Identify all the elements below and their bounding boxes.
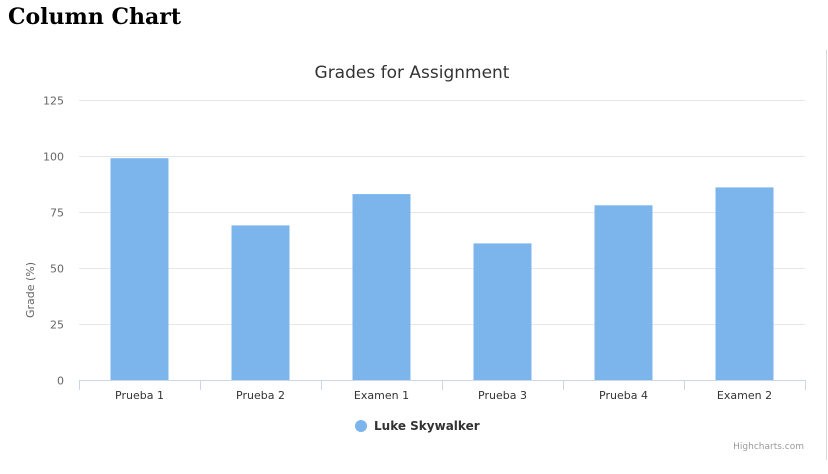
y-tick-label: 25: [50, 319, 64, 332]
legend-symbol: [355, 420, 367, 432]
chart-title: Grades for Assignment: [315, 63, 510, 83]
x-tick-label: Prueba 2: [236, 389, 285, 402]
bar-prueba-4[interactable]: [594, 205, 653, 380]
bar-examen-1[interactable]: [352, 194, 411, 380]
y-axis-title: Grade (%): [24, 262, 37, 318]
bar-prueba-2[interactable]: [231, 225, 290, 380]
column-chart: Grades for Assignment 0 25 50 75 100 125 Prue…: [0, 50, 828, 460]
x-tick-label: Examen 1: [354, 389, 409, 402]
y-tick-label: 75: [50, 207, 64, 220]
bars: [110, 158, 774, 380]
bar-prueba-1[interactable]: [110, 158, 169, 380]
x-axis-ticks: Prueba 1 Prueba 2 Examen 1 Prueba 3 Prueba 4…: [115, 389, 772, 402]
y-tick-label: 50: [50, 263, 64, 276]
bar-examen-2[interactable]: [715, 187, 774, 380]
x-tick-label: Prueba 1: [115, 389, 164, 402]
y-tick-label: 100: [43, 151, 64, 164]
legend-label: Luke Skywalker: [374, 419, 480, 433]
credits-link[interactable]: Highcharts.com: [733, 442, 804, 452]
grid-lines: [79, 100, 805, 325]
x-axis: [79, 380, 806, 390]
legend-item[interactable]: Luke Skywalker: [355, 419, 480, 433]
y-axis-ticks: 0 25 50 75 100 125: [43, 95, 64, 388]
chart-svg: Grades for Assignment 0 25 50 75 100 125 Prue…: [24, 63, 806, 452]
page-edge-divider: [826, 50, 827, 460]
x-tick-label: Examen 2: [717, 389, 772, 402]
legend[interactable]: Luke Skywalker: [355, 419, 480, 433]
page-heading: Column Chart: [8, 4, 181, 30]
y-tick-label: 125: [43, 95, 64, 108]
x-tick-label: Prueba 3: [478, 389, 527, 402]
bar-prueba-3[interactable]: [473, 243, 532, 380]
x-tick-label: Prueba 4: [599, 389, 648, 402]
y-tick-label: 0: [57, 375, 64, 388]
